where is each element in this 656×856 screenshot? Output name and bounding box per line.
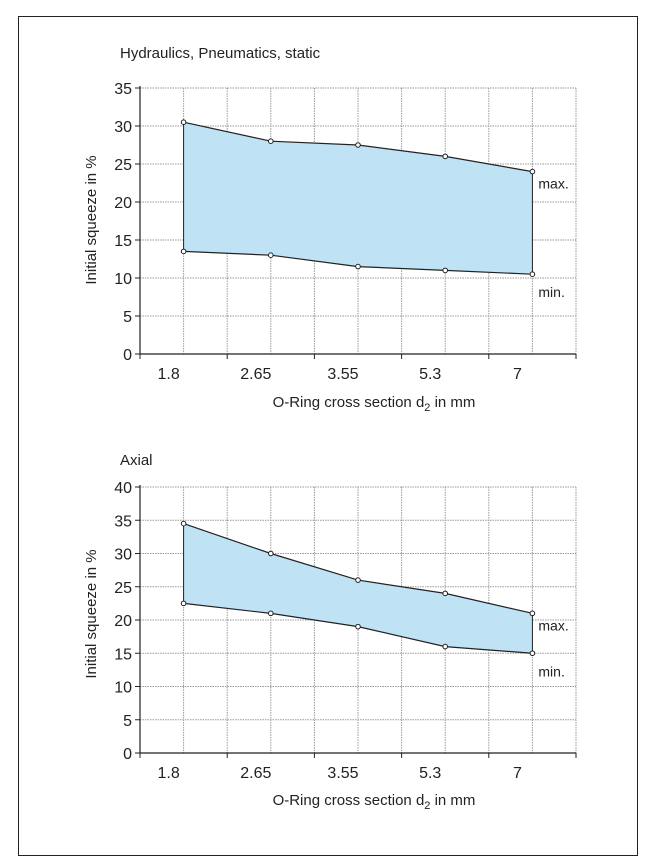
range-band xyxy=(183,122,533,275)
x-tick-label: 1.8 xyxy=(157,765,179,782)
y-tick-label: 10 xyxy=(114,680,132,697)
y-axis-label: Initial squeeze in % xyxy=(83,155,100,284)
data-point xyxy=(180,600,187,607)
x-tick-label: 2.65 xyxy=(240,765,271,782)
data-point xyxy=(529,650,536,657)
data-point xyxy=(268,610,274,617)
data-point xyxy=(180,520,187,527)
chart-title: Axial xyxy=(120,452,153,469)
data-point xyxy=(529,168,536,175)
y-tick-label: 20 xyxy=(114,195,132,212)
x-tick-label: 2.65 xyxy=(240,366,271,383)
x-tick-label: 3.55 xyxy=(327,765,358,782)
y-tick-label: 25 xyxy=(114,157,132,174)
y-tick-label: 0 xyxy=(123,347,132,364)
data-point xyxy=(355,577,361,583)
y-tick-label: 35 xyxy=(114,81,132,98)
data-point xyxy=(355,623,361,630)
y-tick-label: 35 xyxy=(114,513,132,530)
plot-area: max. min. 0 5 10 15 20 25 30 35 40 1.8 2.65 3.55 5.3 7 xyxy=(114,480,577,782)
series-label-max: max. xyxy=(538,176,568,192)
data-point xyxy=(355,142,361,148)
y-tick-label: 30 xyxy=(114,119,132,136)
y-tick-label: 20 xyxy=(114,613,132,630)
x-tick-label: 5.3 xyxy=(419,366,441,383)
series-label-min: min. xyxy=(538,284,564,300)
data-point xyxy=(442,643,449,650)
y-tick-label: 10 xyxy=(114,271,132,288)
x-tick-label: 3.55 xyxy=(327,366,358,383)
x-tick-label: 1.8 xyxy=(157,366,179,383)
y-tick-label: 0 xyxy=(123,746,132,763)
data-point xyxy=(268,252,274,258)
chart-top: Hydraulics, Pneumatics, static max. min. 0… xyxy=(83,45,577,414)
y-tick-label: 25 xyxy=(114,580,132,597)
data-point xyxy=(529,271,536,278)
data-point xyxy=(529,610,536,617)
x-tick-label: 7 xyxy=(513,765,522,782)
y-tick-label: 15 xyxy=(114,233,132,250)
y-axis-label: Initial squeeze in % xyxy=(83,549,100,678)
x-axis-label: O-Ring cross section d2 in mm xyxy=(273,394,476,414)
y-tick-label: 40 xyxy=(114,480,132,497)
data-point xyxy=(268,550,274,557)
data-point xyxy=(442,153,449,160)
x-tick-label: 7 xyxy=(513,366,522,383)
x-axis-label: O-Ring cross section d2 in mm xyxy=(273,792,476,812)
data-point xyxy=(268,138,274,144)
y-tick-label: 15 xyxy=(114,646,132,663)
data-point xyxy=(442,590,449,597)
charts-canvas: Hydraulics, Pneumatics, static max. min. 0… xyxy=(83,45,577,812)
data-point xyxy=(355,263,361,270)
y-tick-label: 5 xyxy=(123,309,132,326)
series-label-max: max. xyxy=(538,617,568,633)
data-point xyxy=(180,119,187,125)
y-tick-label: 30 xyxy=(114,547,132,564)
y-tick-label: 5 xyxy=(123,713,132,730)
plot-area: max. min. 0 5 10 15 20 25 30 35 1.8 2.65 3.55 5.3 7 xyxy=(114,81,577,383)
chart-title: Hydraulics, Pneumatics, static xyxy=(120,45,321,62)
x-tick-label: 5.3 xyxy=(419,765,441,782)
chart-bottom: Axial max. min. 0 5 10 15 20 25 30 35 40 1.8 2.65 3.5… xyxy=(83,452,577,812)
series-label-min: min. xyxy=(538,663,564,679)
data-point xyxy=(180,248,187,255)
data-point xyxy=(442,267,449,274)
